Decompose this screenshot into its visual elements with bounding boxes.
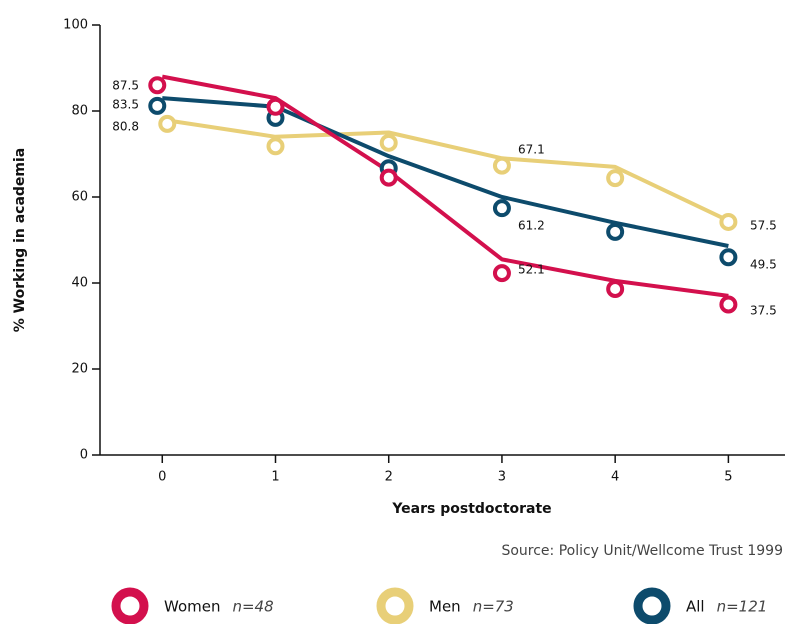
data-label: 52.1 [518, 263, 545, 277]
data-point [719, 295, 738, 314]
x-tick-label: 4 [611, 470, 619, 485]
legend-label: All [686, 598, 705, 616]
y-tick-label: 100 [63, 18, 88, 33]
y-axis-label: % Working in academia [12, 148, 28, 333]
legend-label: Women [164, 598, 220, 616]
y-tick-label: 20 [71, 362, 88, 377]
x-tick-label: 0 [158, 470, 166, 485]
data-point [379, 133, 398, 152]
data-point [606, 280, 625, 299]
data-point [266, 137, 285, 156]
x-tick-label: 3 [498, 470, 506, 485]
data-point [719, 212, 738, 231]
data-label: 61.2 [518, 219, 545, 233]
series-line [162, 96, 729, 248]
y-tick-label: 60 [71, 190, 88, 205]
x-tick-label: 1 [271, 470, 279, 485]
legend-label: Men [429, 598, 461, 616]
data-label: 57.5 [750, 219, 777, 233]
y-tick-label: 40 [71, 276, 88, 291]
data-label: 49.5 [750, 258, 777, 272]
legend-marker [633, 587, 671, 624]
legend-marker [376, 587, 414, 624]
data-point [266, 97, 285, 116]
x-tick-label: 5 [724, 470, 732, 485]
data-point [158, 114, 177, 133]
data-point [606, 222, 625, 241]
legend-marker [111, 587, 149, 624]
legend-n: n=73 [473, 598, 514, 616]
data-point [148, 76, 167, 95]
data-point [606, 169, 625, 188]
legend-n: n=48 [232, 598, 273, 616]
x-axis-label: Years postdoctorate [391, 501, 551, 517]
data-point [492, 156, 511, 175]
y-tick-label: 80 [71, 104, 88, 119]
data-point [148, 96, 167, 115]
series-line [161, 117, 730, 223]
source: Source: Policy Unit/Wellcome Trust 1999 [501, 543, 783, 559]
data-label: 37.5 [750, 304, 777, 318]
data-point [492, 199, 511, 218]
x-tick-label: 2 [385, 470, 393, 485]
data-label: 83.5 [112, 98, 139, 112]
series-line [161, 74, 729, 298]
data-label: 80.8 [112, 120, 139, 134]
data-point [719, 248, 738, 267]
y-tick-label: 0 [80, 448, 88, 463]
data-point [492, 264, 511, 283]
data-point [379, 168, 398, 187]
legend-n: n=121 [717, 598, 768, 616]
data-label: 67.1 [518, 143, 545, 157]
data-label: 87.5 [112, 79, 139, 93]
